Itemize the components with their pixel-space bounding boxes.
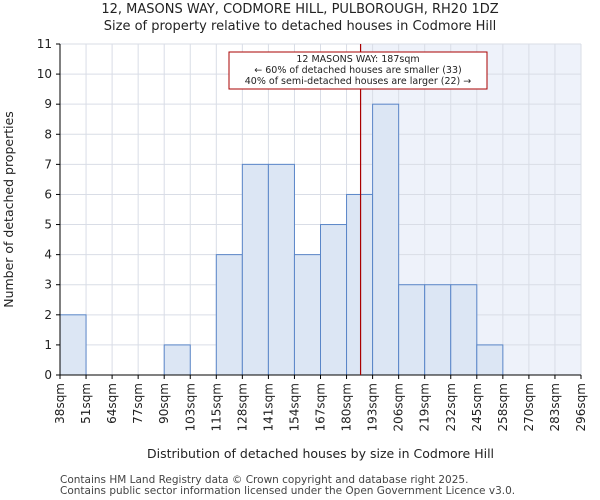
histogram-bar bbox=[476, 344, 504, 376]
y-tick-label: 1 bbox=[44, 338, 52, 352]
y-tick-label: 0 bbox=[44, 368, 52, 382]
histogram-bar bbox=[450, 284, 478, 376]
annotation-line: ← 60% of detached houses are smaller (33… bbox=[254, 65, 461, 76]
x-tick-label: 232sqm bbox=[444, 383, 458, 431]
x-tick-label: 141sqm bbox=[261, 383, 275, 431]
histogram-bar bbox=[163, 344, 191, 376]
y-tick-label: 5 bbox=[44, 218, 52, 232]
y-tick-label: 2 bbox=[44, 308, 52, 322]
annotation-line: 12 MASONS WAY: 187sqm bbox=[296, 54, 419, 65]
x-tick-label: 270sqm bbox=[522, 383, 536, 431]
x-tick-label: 51sqm bbox=[79, 383, 93, 424]
x-tick-label: 193sqm bbox=[366, 383, 380, 431]
histogram-bar bbox=[59, 314, 87, 376]
x-tick-label: 154sqm bbox=[287, 383, 301, 431]
y-tick-label: 10 bbox=[37, 67, 52, 81]
y-tick-label: 3 bbox=[44, 278, 52, 292]
x-tick-label: 245sqm bbox=[470, 383, 484, 431]
annotation-line: 40% of semi-detached houses are larger (… bbox=[245, 76, 472, 87]
footer-line-2: Contains public sector information licen… bbox=[60, 485, 516, 497]
x-tick-label: 90sqm bbox=[157, 383, 171, 424]
histogram-bar bbox=[320, 224, 348, 376]
x-axis-label: Distribution of detached houses by size … bbox=[147, 446, 494, 461]
x-tick-label: 283sqm bbox=[548, 383, 562, 431]
histogram-bar bbox=[398, 284, 426, 376]
x-tick-label: 167sqm bbox=[314, 383, 328, 431]
x-tick-label: 64sqm bbox=[105, 383, 119, 424]
histogram-bar bbox=[424, 284, 452, 376]
x-tick-label: 128sqm bbox=[235, 383, 249, 431]
annotation-box bbox=[228, 51, 488, 90]
histogram-bar bbox=[215, 254, 243, 376]
histogram-bar bbox=[372, 103, 400, 376]
y-tick-label: 9 bbox=[44, 97, 52, 111]
footer-line-1: Contains HM Land Registry data © Crown c… bbox=[60, 474, 469, 486]
chart-subtitle: Size of property relative to detached ho… bbox=[103, 19, 497, 34]
y-tick-label: 8 bbox=[44, 127, 52, 141]
x-tick-label: 206sqm bbox=[392, 383, 406, 431]
x-tick-label: 103sqm bbox=[183, 383, 197, 431]
histogram-bar bbox=[241, 163, 269, 376]
y-tick-label: 7 bbox=[44, 157, 52, 171]
x-tick-label: 180sqm bbox=[340, 383, 354, 431]
chart-title: 12, MASONS WAY, CODMORE HILL, PULBOROUGH… bbox=[101, 2, 499, 17]
x-tick-label: 38sqm bbox=[53, 383, 67, 424]
y-tick-label: 6 bbox=[44, 187, 52, 201]
x-tick-label: 258sqm bbox=[496, 383, 510, 431]
x-tick-label: 115sqm bbox=[209, 383, 223, 431]
x-tick-label: 77sqm bbox=[131, 383, 145, 424]
histogram-bar bbox=[293, 254, 322, 376]
histogram-bar bbox=[346, 193, 374, 376]
y-tick-label: 4 bbox=[44, 248, 52, 262]
histogram-chart: 0 1 2 3 4 5 6 7 8 9 10 11 38sqm 51sqm 64sqm 77sqm 90sqm 1… bbox=[1, 37, 588, 461]
histogram-bar bbox=[267, 163, 295, 376]
y-tick-label: 11 bbox=[37, 37, 52, 51]
y-axis-label: Number of detached properties bbox=[1, 111, 16, 308]
x-tick-label: 219sqm bbox=[418, 383, 432, 431]
x-tick-label: 296sqm bbox=[574, 383, 588, 431]
